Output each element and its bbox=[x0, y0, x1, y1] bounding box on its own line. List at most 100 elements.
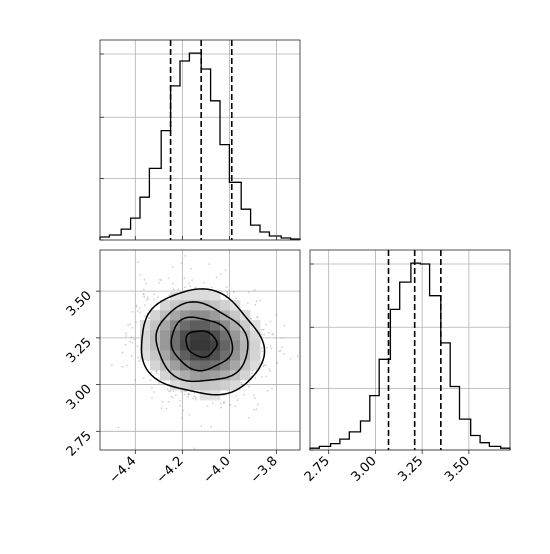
joint-point bbox=[139, 311, 142, 314]
joint-point bbox=[277, 350, 280, 353]
joint-point bbox=[194, 398, 197, 401]
joint-hist2d-cell bbox=[180, 320, 191, 331]
marginal-top-frame bbox=[99, 39, 301, 241]
joint-point bbox=[262, 328, 265, 331]
joint-contour-1 bbox=[170, 316, 234, 372]
joint-point bbox=[179, 399, 181, 402]
joint-point bbox=[253, 408, 256, 411]
joint-hist2d-cell bbox=[220, 360, 231, 371]
joint-point bbox=[177, 288, 180, 291]
marginal-right-xtick-label: 3.50 bbox=[442, 454, 473, 485]
joint-hist2d-cell bbox=[190, 300, 201, 311]
joint-point bbox=[265, 323, 267, 326]
joint-point bbox=[253, 289, 256, 292]
joint-contour-2 bbox=[155, 301, 249, 383]
joint-plot-area bbox=[100, 250, 321, 450]
marginal-top-histogram bbox=[99, 52, 301, 240]
joint-point bbox=[223, 402, 225, 405]
joint-point bbox=[166, 388, 169, 390]
joint-point bbox=[235, 394, 238, 397]
joint-hist2d-cell bbox=[140, 320, 151, 331]
joint-point bbox=[319, 343, 321, 345]
joint-hist2d-cell bbox=[160, 300, 171, 311]
joint-hist2d-cell bbox=[250, 320, 261, 331]
joint-point bbox=[183, 393, 186, 396]
joint-point bbox=[136, 304, 138, 307]
joint-hist2d-cell bbox=[180, 290, 191, 301]
marginal-right-xtick-label: 3.00 bbox=[349, 454, 380, 485]
joint-hist2d-cell bbox=[160, 350, 171, 361]
joint-point bbox=[283, 353, 285, 355]
joint-point bbox=[255, 408, 258, 410]
joint-point bbox=[256, 316, 259, 319]
joint-point bbox=[215, 276, 218, 279]
joint-hist2d-cell bbox=[170, 340, 181, 351]
joint-hist2d-cell bbox=[250, 340, 261, 351]
joint-hist2d-cell bbox=[170, 300, 181, 311]
joint-point bbox=[219, 402, 222, 404]
joint-point bbox=[243, 393, 245, 396]
joint-hist2d-cell bbox=[150, 340, 161, 351]
joint-point bbox=[127, 324, 130, 327]
joint-point bbox=[151, 396, 153, 399]
joint-hist2d-cell bbox=[230, 320, 241, 331]
joint-hist2d-cell bbox=[140, 330, 151, 341]
marginal-right-histogram bbox=[309, 262, 511, 450]
joint-point bbox=[261, 350, 264, 353]
joint-point bbox=[172, 282, 175, 285]
joint-contour-3 bbox=[140, 288, 266, 396]
joint-point bbox=[219, 273, 222, 275]
joint-point bbox=[125, 332, 127, 335]
joint-hist2d-cell bbox=[180, 300, 191, 311]
joint-hist2d-cell bbox=[240, 340, 251, 351]
joint-hist2d-cell bbox=[170, 380, 181, 391]
joint-point bbox=[179, 405, 182, 407]
joint-point bbox=[234, 405, 237, 408]
joint-hist2d-cell bbox=[190, 290, 201, 301]
joint-point bbox=[136, 345, 139, 348]
joint-point bbox=[232, 291, 235, 294]
joint-point bbox=[143, 295, 146, 298]
joint-hist2d-cell bbox=[190, 310, 201, 321]
joint-hist2d-cell bbox=[150, 320, 161, 331]
joint-point bbox=[241, 383, 243, 386]
marginal-right-xtick-label: 2.75 bbox=[302, 454, 333, 485]
joint-hist2d-cell bbox=[160, 310, 171, 321]
joint-frame bbox=[99, 249, 301, 451]
joint-hist2d-cell bbox=[190, 340, 201, 351]
joint-point bbox=[131, 341, 134, 344]
joint-hist2d-cell bbox=[190, 320, 201, 331]
joint-point bbox=[183, 286, 186, 289]
joint-hist2d-cell bbox=[140, 340, 151, 351]
joint-point bbox=[165, 407, 168, 410]
joint-point bbox=[281, 346, 283, 348]
joint-hist2d-cell bbox=[150, 350, 161, 361]
joint-point bbox=[130, 336, 133, 339]
joint-hist2d-cell bbox=[230, 380, 241, 391]
joint-point bbox=[129, 340, 132, 343]
joint-point bbox=[261, 376, 263, 378]
joint-hist2d-cell bbox=[210, 290, 221, 301]
joint-point bbox=[210, 286, 213, 289]
joint-point bbox=[281, 336, 283, 339]
joint-point bbox=[203, 281, 206, 284]
joint-point bbox=[168, 294, 171, 296]
joint-point bbox=[124, 343, 127, 346]
joint-point bbox=[268, 368, 271, 370]
joint-point bbox=[187, 392, 190, 395]
joint-point bbox=[110, 364, 113, 366]
joint-point bbox=[137, 356, 140, 359]
joint-point bbox=[148, 317, 151, 320]
joint-point bbox=[187, 395, 190, 398]
joint-hist2d-cell bbox=[180, 310, 191, 321]
joint-point bbox=[172, 288, 175, 291]
joint-point bbox=[172, 396, 175, 399]
joint-point bbox=[190, 267, 192, 270]
joint-hist2d-cell bbox=[230, 310, 241, 321]
joint-contour-0 bbox=[185, 330, 218, 359]
joint-point bbox=[155, 372, 158, 375]
joint-point bbox=[162, 400, 164, 403]
joint-xtick-label: −4.2 bbox=[154, 454, 187, 487]
joint-hist2d-cell bbox=[200, 290, 211, 301]
